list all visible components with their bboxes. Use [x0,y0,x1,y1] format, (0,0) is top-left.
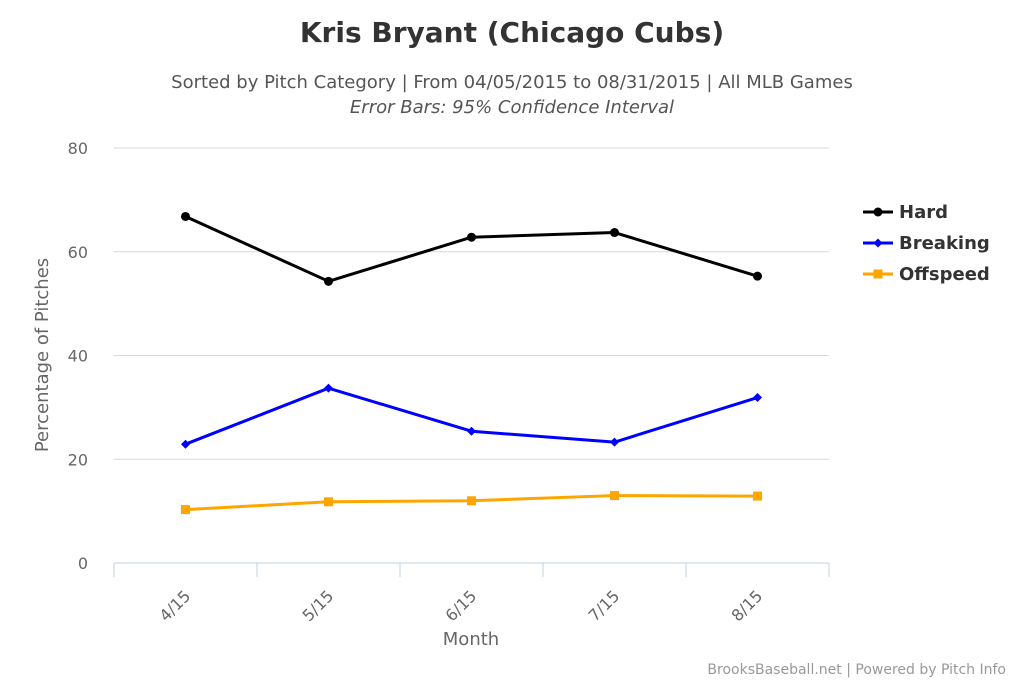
data-point-hard[interactable] [610,228,619,238]
y-tick-label: 80 [68,139,88,158]
chart-subtitle-error-bars: Error Bars: 95% Confidence Interval [350,97,674,118]
x-tick-label: 4/15 [155,586,194,625]
data-point-breaking[interactable] [181,439,190,449]
y-axis-label: Percentage of Pitches [32,258,53,452]
credits[interactable]: BrooksBaseball.net | Powered by Pitch In… [707,662,1006,678]
x-axis-label: Month [443,629,499,650]
y-tick-label: 40 [68,347,88,366]
legend-label: Hard [899,202,948,223]
legend-swatch-marker [873,269,883,279]
legend-label: Breaking [899,233,990,254]
legend-label: Offspeed [899,264,990,285]
data-point-hard[interactable] [753,271,762,281]
legend-swatch-marker [873,238,883,248]
data-point-offspeed[interactable] [324,497,333,507]
data-point-offspeed[interactable] [467,496,476,506]
legend-item-hard[interactable]: Hard [863,202,948,223]
data-point-offspeed[interactable] [610,491,619,501]
y-tick-label: 60 [68,243,88,262]
legend-item-breaking[interactable]: Breaking [863,233,990,254]
data-point-hard[interactable] [324,276,333,286]
chart-subtitle: Sorted by Pitch Category | From 04/05/20… [171,72,853,93]
legend-swatch-marker [873,207,883,217]
x-tick-label: 8/15 [727,586,766,625]
chart-title: Kris Bryant (Chicago Cubs) [300,16,724,49]
data-point-hard[interactable] [181,211,190,221]
data-point-breaking[interactable] [753,393,762,403]
x-tick-label: 7/15 [584,586,623,625]
data-point-hard[interactable] [467,232,476,242]
data-point-breaking[interactable] [467,426,476,436]
y-tick-label: 20 [68,450,88,469]
legend-item-offspeed[interactable]: Offspeed [863,264,990,285]
legend: Hard Breaking Offspeed [863,202,990,285]
data-point-offspeed[interactable] [753,491,762,501]
series-line-hard[interactable] [184,214,759,283]
plot-series [181,211,762,515]
y-axis-tick-labels: 0 20 40 60 80 [68,139,88,573]
x-tick-label: 5/15 [298,586,337,625]
data-point-breaking[interactable] [324,383,333,393]
x-tick-label: 6/15 [441,586,480,625]
data-point-breaking[interactable] [610,437,619,447]
x-axis: 4/15 5/15 6/15 7/15 8/15 [113,562,830,625]
data-point-offspeed[interactable] [181,505,190,515]
gridlines [114,147,829,460]
series-line-breaking[interactable] [184,386,759,446]
y-tick-label: 0 [78,554,88,573]
